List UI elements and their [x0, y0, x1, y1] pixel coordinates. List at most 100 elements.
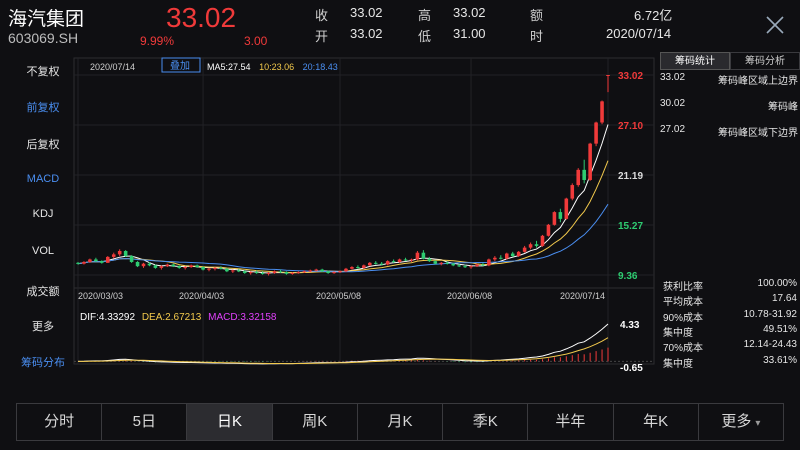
tab-period-0[interactable]: 分时 [17, 404, 103, 440]
menu-item-8[interactable]: 筹码分布 [21, 357, 65, 369]
candle-body [522, 247, 527, 252]
candle-body [540, 235, 545, 246]
quote-low-label: 低 [418, 29, 432, 44]
candle [576, 168, 581, 187]
candle-body [362, 265, 366, 268]
chip-stat-value: 49.51% [763, 323, 797, 335]
candle [510, 251, 515, 257]
candle [189, 264, 193, 268]
candle-body [594, 122, 598, 144]
menu-item-0[interactable]: 不复权 [26, 66, 60, 78]
ma20-legend-name: 20 [303, 62, 313, 72]
candle-body [326, 271, 330, 273]
tab-period-label: 分时 [44, 413, 75, 430]
candle [344, 267, 348, 273]
candle [260, 271, 265, 275]
tab-chip-statistics[interactable]: 筹码统计 [660, 52, 730, 70]
menu-item-7[interactable]: 更多 [32, 321, 54, 333]
candle [427, 256, 432, 262]
chip-stat-label: 平均成本 [663, 297, 703, 309]
dea-line [78, 337, 609, 365]
candle-body [219, 267, 223, 269]
candle [183, 266, 187, 270]
price-tick-label: 21.19 [618, 171, 643, 182]
candle-body [463, 266, 467, 268]
tab-period-5[interactable]: 季K [443, 404, 529, 440]
candle-body [147, 263, 152, 266]
quote-amount-label: 额 [530, 8, 544, 23]
kline-chart[interactable]: 4.33 -0.65 33.02 27.10 21.19 15.27 9.36 2020/0… [0, 52, 657, 372]
candle [356, 265, 360, 269]
menu-item-5[interactable]: VOL [31, 245, 54, 257]
period-tabs: 分时 5日 日K 周K 月K 季K 半年 年K 更多 ▾ [16, 403, 784, 441]
chip-stat-label: 获利比率 [663, 282, 703, 293]
candle [171, 263, 176, 268]
candle [105, 256, 110, 263]
candle-body [415, 252, 420, 260]
tab-period-7[interactable]: 年K [614, 404, 699, 440]
quote-time-value: 2020/07/14 [606, 26, 672, 41]
tab-period-label: 周K [302, 413, 328, 430]
tab-period-3[interactable]: 周K [273, 404, 358, 440]
tab-period-4[interactable]: 月K [358, 404, 444, 440]
candle-body [171, 264, 176, 267]
candle-body [487, 259, 491, 266]
candle [153, 264, 158, 269]
candle-body [481, 264, 485, 266]
menu-item-2[interactable]: 后复权 [26, 139, 60, 151]
candle-body [451, 263, 455, 266]
close-x-icon[interactable] [762, 12, 788, 38]
chip-stat-value: 33.61% [763, 354, 797, 366]
tab-period-label: 更多 [721, 413, 752, 430]
candle [540, 234, 545, 247]
candle [397, 258, 402, 263]
stock-code: 603069.SH [8, 30, 79, 46]
candle [463, 264, 467, 268]
tab-period-6[interactable]: 半年 [528, 404, 614, 440]
chip-panel: 筹码统计 筹码分析 33.02 筹码峰区域上边界 30.02 筹码峰 27.02… [657, 52, 800, 372]
candle-body [510, 253, 515, 257]
candle [207, 267, 211, 272]
tab-period-1[interactable]: 5日 [102, 404, 188, 440]
tab-chip-analysis[interactable]: 筹码分析 [730, 52, 800, 70]
candle-body [528, 244, 533, 248]
change-percent: 9.99% [140, 34, 175, 48]
candle [201, 266, 205, 271]
candle [445, 261, 449, 265]
candle-body [225, 268, 229, 272]
price-tick-label: 15.27 [618, 221, 643, 232]
overlay-button[interactable]: 叠加 [170, 60, 190, 72]
menu-item-1[interactable]: 前复权 [26, 102, 60, 114]
candle-body [237, 270, 241, 272]
menu-item-3[interactable]: MACD [26, 173, 60, 185]
candle-body [177, 266, 182, 268]
candle [362, 264, 366, 269]
chip-stat-label: 90%成本 [663, 312, 704, 324]
candle [213, 267, 217, 271]
candle [528, 242, 533, 250]
tab-period-8[interactable]: 更多 ▾ [699, 404, 783, 440]
candle [403, 257, 408, 262]
candle [100, 260, 104, 264]
ma5-legend-name: MA5 [207, 62, 226, 72]
menu-item-6[interactable]: 成交额 [26, 286, 60, 298]
candle-body [111, 254, 116, 257]
candle [320, 268, 324, 273]
candle-body [445, 262, 449, 264]
candle-body [195, 265, 199, 268]
overlay-button-frame[interactable] [161, 57, 201, 73]
candle [237, 268, 241, 273]
candle-body [421, 252, 426, 259]
date-tick-label: 2020/05/08 [316, 291, 361, 301]
candle-body [606, 75, 610, 76]
candle [332, 271, 336, 274]
tab-period-2[interactable]: 日K [187, 404, 273, 440]
chip-stat-label: 集中度 [663, 358, 693, 370]
menu-item-4[interactable]: KDJ [32, 208, 54, 220]
quote-close-label: 收 [315, 8, 329, 23]
quote-header: 海汽集团 603069.SH 33.02 9.99% 3.00 收 33.02 … [0, 0, 800, 52]
candle-body [338, 271, 342, 273]
candle [177, 265, 182, 269]
candle [76, 261, 80, 265]
candle-body [588, 143, 592, 180]
